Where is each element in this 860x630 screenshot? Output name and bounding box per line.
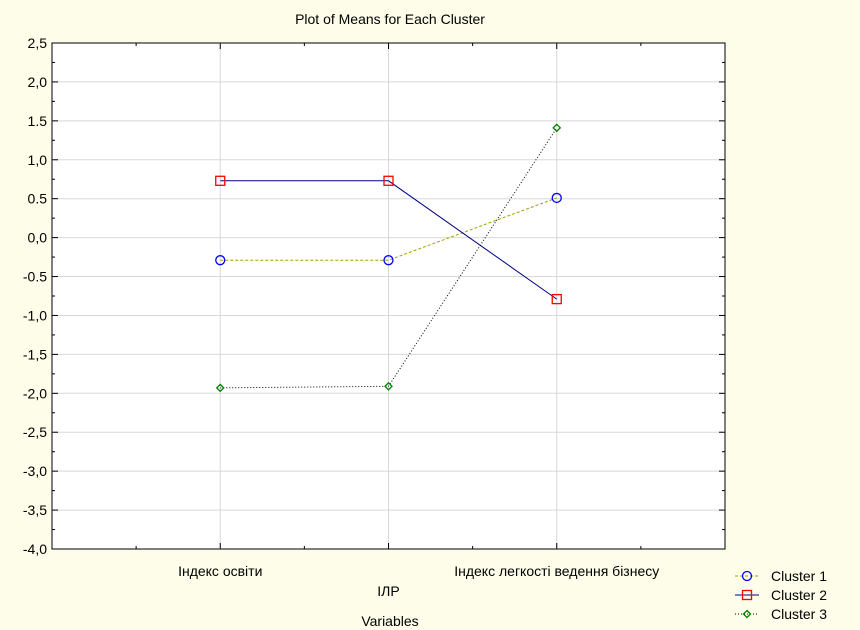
series-2-point [383,175,394,186]
series-2-point [551,293,562,305]
y-tick-label: 1,0 [28,152,48,168]
series-1-point [551,192,562,204]
series-3-point [215,383,225,393]
legend-label: Cluster 1 [771,568,827,584]
y-tick-label: -2,5 [23,424,47,440]
legend-marker [741,570,753,582]
y-tick-label: 0.5 [28,191,48,207]
y-tick-label: -2,0 [23,385,47,401]
series-line-2 [220,180,558,300]
y-tick-label: -0.5 [23,269,47,285]
legend-marker [742,609,752,619]
y-tick-label: -1,0 [23,307,47,323]
x-tick-label: Індекс освіти [178,563,262,579]
y-tick-label: 2,0 [28,74,48,90]
chart-title: Plot of Means for Each Cluster [295,11,485,27]
x-axis-label: Variables [361,613,418,629]
legend-marker [741,589,753,601]
y-tick-label: 1.5 [28,113,48,129]
series-3-point [384,381,393,391]
series-2-point [215,175,226,186]
legend-label: Cluster 3 [771,606,827,622]
y-tick-label: -4,0 [23,541,47,557]
x-tick-label: ІЛР [377,583,399,599]
y-tick-label: -3,0 [23,463,47,479]
x-axis-ticks: Індекс освіти ІЛР Індекс легкості ведення … [135,43,659,599]
series-group [215,123,562,393]
y-axis-ticks: 2,5 2,0 1.5 1,0 0.5 0,0 -0.5 -1,0 -1,5 -2,0 -2,5 -3… [23,35,725,557]
grid [52,43,725,549]
y-tick-label: 2,5 [28,35,48,51]
legend-label: Cluster 2 [771,587,827,603]
y-tick-label: -3,5 [23,502,47,518]
y-tick-label: -1,5 [23,346,47,362]
x-tick-label: Індекс легкості ведення бізнесу [454,563,659,579]
series-1-point [215,255,226,266]
legend: Cluster 1 Cluster 2 Cluster 3 [735,568,827,622]
series-1-point [383,255,394,266]
y-tick-label: 0,0 [28,230,48,246]
series-line-3 [220,127,558,389]
series-line-1 [220,197,557,261]
series-3-point [552,123,562,133]
